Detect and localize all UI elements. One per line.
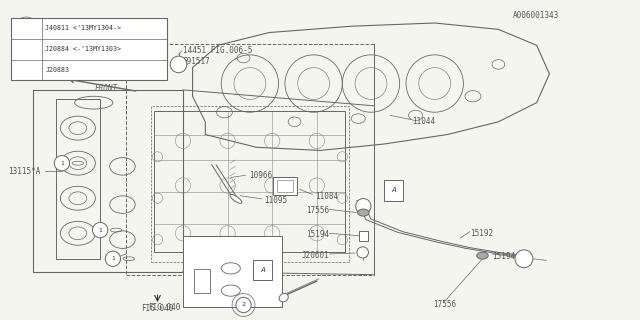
Text: A: A [391, 187, 396, 193]
Text: 17556: 17556 [307, 206, 330, 215]
Text: J20883: J20883 [45, 67, 69, 73]
Text: J20601: J20601 [302, 251, 330, 260]
Bar [277, 180, 293, 192]
Circle shape [105, 251, 120, 267]
Ellipse shape [357, 247, 369, 258]
Circle shape [93, 222, 108, 238]
Text: A: A [260, 267, 265, 273]
Bar [253, 260, 272, 280]
Text: J20884 <-'13MY1303>: J20884 <-'13MY1303> [45, 46, 122, 52]
Text: 14451 FIG.006-5: 14451 FIG.006-5 [183, 45, 252, 55]
Ellipse shape [477, 252, 488, 259]
Text: 2: 2 [24, 26, 28, 31]
Text: 15194: 15194 [492, 252, 515, 261]
Text: 15194: 15194 [307, 230, 330, 239]
Ellipse shape [358, 209, 369, 216]
Bar [359, 231, 368, 242]
Circle shape [54, 156, 70, 171]
Text: J40811 <'13MY1304->: J40811 <'13MY1304-> [45, 26, 122, 31]
Text: FRONT: FRONT [95, 84, 118, 93]
Text: 1: 1 [24, 67, 28, 72]
Text: 1: 1 [60, 161, 64, 166]
Text: FIG.040: FIG.040 [141, 304, 173, 313]
Text: 2: 2 [241, 302, 246, 308]
Text: 1: 1 [111, 256, 115, 261]
Circle shape [170, 56, 187, 73]
Polygon shape [183, 236, 282, 307]
Bar [384, 180, 403, 201]
Circle shape [356, 198, 371, 214]
Circle shape [515, 250, 533, 268]
Text: A006001343: A006001343 [513, 12, 559, 20]
Bar [273, 177, 297, 195]
Bar [11, 18, 167, 80]
Text: FIG.040: FIG.040 [148, 303, 180, 312]
Text: 15192: 15192 [470, 229, 493, 238]
Text: 11095: 11095 [264, 196, 287, 205]
Ellipse shape [230, 194, 242, 203]
Text: G91517: G91517 [183, 57, 211, 66]
Circle shape [19, 62, 34, 77]
Text: 10966: 10966 [248, 171, 272, 180]
Text: 2: 2 [24, 47, 28, 52]
Circle shape [236, 297, 251, 313]
Text: 13115*A: 13115*A [8, 167, 40, 176]
Text: 11044: 11044 [412, 117, 436, 126]
Ellipse shape [279, 293, 288, 302]
Circle shape [19, 21, 34, 36]
Circle shape [19, 42, 34, 57]
Bar [194, 269, 210, 293]
Text: 1: 1 [98, 228, 102, 233]
Text: 17556: 17556 [433, 300, 456, 309]
Text: 11084: 11084 [316, 192, 339, 201]
